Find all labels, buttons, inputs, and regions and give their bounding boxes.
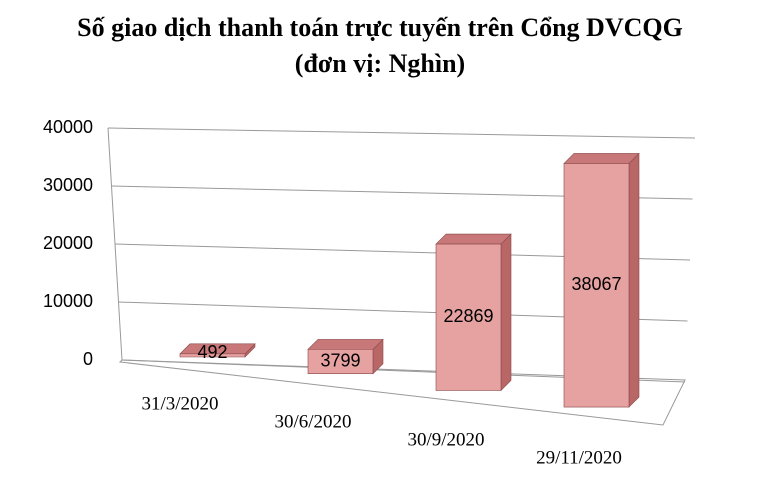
bar	[563, 152, 640, 408]
x-tick-label: 31/3/2020	[141, 393, 218, 414]
bar	[307, 338, 384, 375]
value-label: 22869	[443, 306, 493, 326]
bar-side	[628, 152, 640, 408]
bar-top	[435, 233, 512, 245]
bar-front	[563, 163, 630, 408]
chart-title: Số giao dịch thanh toán trực tuyến trên …	[77, 13, 683, 78]
y-tick-label: 40000	[43, 117, 93, 137]
value-label: 38067	[571, 274, 621, 294]
value-label: 492	[197, 342, 227, 362]
value-label: 3799	[320, 350, 360, 370]
bar-side	[500, 233, 512, 392]
x-tick-label: 30/9/2020	[407, 429, 484, 450]
y-tick-label: 30000	[43, 175, 93, 195]
y-tick-label: 10000	[43, 291, 93, 311]
bar-front	[435, 243, 502, 391]
bar	[435, 233, 512, 392]
x-tick-label: 30/6/2020	[274, 411, 351, 432]
bar-top	[307, 339, 384, 350]
y-tick-label: 20000	[43, 233, 93, 253]
bar-top	[563, 153, 640, 164]
grid-line	[107, 127, 696, 139]
bar-front	[179, 353, 246, 358]
y-tick-label: 0	[83, 349, 93, 369]
bar-front	[307, 349, 374, 375]
x-tick-label: 29/11/2020	[536, 447, 622, 468]
bar	[179, 343, 256, 358]
